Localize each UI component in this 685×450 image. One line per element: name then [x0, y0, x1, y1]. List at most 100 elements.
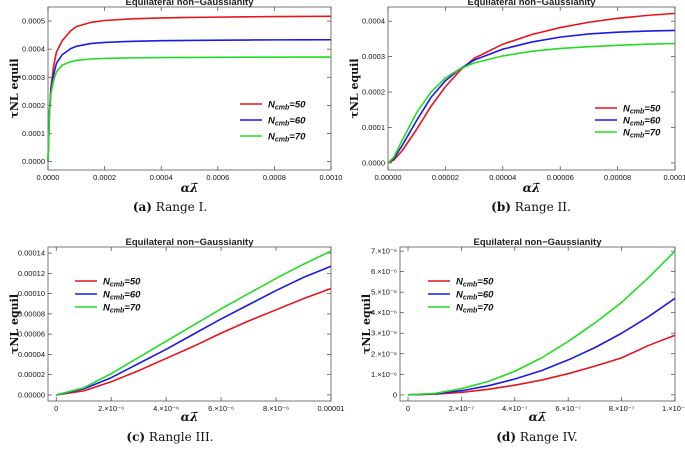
legend-label: Ncmb=70	[623, 128, 661, 140]
y-tick-label: 0.0005	[22, 17, 45, 26]
legend-label-value: =50	[477, 277, 494, 288]
panel-caption: (a) Range I.	[133, 200, 207, 214]
legend-label-value: =60	[289, 116, 306, 127]
x-tick-label: 0.00000	[374, 173, 401, 182]
legend-label-value: =70	[124, 303, 141, 314]
x-tick-label: 0.0004	[150, 173, 173, 182]
legend-label-subscript: cmb	[110, 282, 125, 289]
legend-label-value: =60	[477, 290, 494, 301]
x-tick-label: 6.×10⁻⁶	[208, 404, 234, 413]
series-line-n70	[387, 42, 676, 164]
chart-title: Equilateral non−Gaussianity	[125, 237, 254, 248]
x-axis-label: αλ̄	[181, 410, 199, 424]
legend-label-subscript: cmb	[463, 295, 478, 302]
x-tick-label: 0.00004	[489, 173, 516, 182]
y-tick-label: 2.×10⁻⁶	[371, 349, 397, 358]
legend-label-symbol: N	[268, 116, 276, 127]
legend-label-subscript: cmb	[463, 308, 478, 315]
legend-label: Ncmb=50	[456, 277, 494, 289]
x-tick-label: 0.0010	[320, 173, 343, 182]
y-tick-label: 0.0001	[362, 123, 385, 132]
legend-label-subscript: cmb	[110, 308, 125, 315]
y-tick-label: 7.×10⁻⁶	[371, 247, 397, 256]
legend-label-value: =50	[644, 104, 661, 115]
x-tick-label: 0.00002	[432, 173, 459, 182]
legend-label-value: =50	[289, 100, 306, 111]
legend-label-symbol: N	[268, 100, 276, 111]
x-tick-label: 0	[54, 404, 58, 413]
x-tick-label: 6.×10⁻⁷	[555, 404, 581, 413]
series-line-n70	[56, 250, 332, 396]
series-line-n70	[407, 250, 676, 396]
legend-label: Ncmb=70	[456, 303, 494, 315]
chart-title: Equilateral non−Gaussianity	[473, 237, 602, 248]
legend-label-value: =60	[124, 290, 141, 301]
legend-label-subscript: cmb	[110, 295, 125, 302]
caption-letter: (a)	[133, 200, 152, 214]
series-line-n50	[407, 334, 676, 396]
x-tick-label: 0.00001	[317, 404, 344, 413]
series-line-n70	[47, 56, 332, 162]
x-tick-label: 8.×10⁻⁶	[263, 404, 289, 413]
legend-label-subscript: cmb	[630, 133, 645, 140]
y-tick-label: 0.00000	[18, 390, 45, 399]
legend-label-value: =70	[644, 128, 661, 139]
chart-title: Equilateral non−Gaussianity	[467, 0, 596, 8]
legend-label: Ncmb=50	[103, 277, 141, 289]
y-tick-label: 0.00010	[18, 289, 45, 298]
legend-label: Ncmb=70	[268, 132, 306, 144]
caption-text: Range IV.	[516, 430, 578, 444]
plot-frame	[387, 6, 676, 171]
legend-label-subscript: cmb	[275, 137, 290, 144]
caption-text: Range II.	[511, 200, 571, 214]
legend-label: Ncmb=60	[268, 116, 306, 128]
legend-label: Ncmb=70	[103, 303, 141, 315]
legend-label-value: =50	[124, 277, 141, 288]
legend-label-subscript: cmb	[275, 105, 290, 112]
legend-label-symbol: N	[623, 116, 631, 127]
plot-frame	[399, 246, 676, 402]
y-tick-label: 0	[393, 390, 397, 399]
legend-label: Ncmb=50	[623, 104, 661, 116]
x-tick-label: 0.0008	[263, 173, 286, 182]
x-tick-label: 0.0001	[664, 173, 685, 182]
y-tick-label: 1.×10⁻⁶	[371, 370, 397, 379]
y-tick-label: 4.×10⁻⁶	[371, 308, 397, 317]
chart-panel-d: Equilateral non−Gaussianity 0 2.×10⁻⁷ 4.×10…	[360, 237, 685, 444]
series-line-n60	[56, 265, 332, 396]
x-tick-label: 4.×10⁻⁶	[153, 404, 179, 413]
legend-label-symbol: N	[103, 290, 111, 301]
legend-label-subscript: cmb	[630, 121, 645, 128]
legend-label-subscript: cmb	[463, 282, 478, 289]
y-tick-label: 6.×10⁻⁶	[371, 267, 397, 276]
legend-label-symbol: N	[268, 132, 276, 143]
legend-label-value: =60	[644, 116, 661, 127]
panel-caption: (c) Rangle III.	[126, 430, 213, 444]
series-line-n50	[387, 12, 676, 164]
y-tick-label: 0.00006	[18, 330, 45, 339]
y-tick-label: 0.0000	[362, 158, 385, 167]
x-tick-label: 2.×10⁻⁷	[449, 404, 475, 413]
legend-label-value: =70	[477, 303, 494, 314]
chart-panel-a: Equilateral non−Gaussianity 0.0000 0.0002 0…	[8, 0, 342, 214]
legend-label-symbol: N	[456, 290, 464, 301]
series-line-n60	[407, 297, 676, 396]
y-tick-label: 0.0003	[22, 73, 45, 82]
x-axis-label: αλ̄	[523, 181, 541, 195]
caption-letter: (c)	[126, 430, 145, 444]
y-tick-label: 0.0001	[22, 129, 45, 138]
y-tick-label: 0.00002	[18, 370, 45, 379]
caption-letter: (d)	[496, 430, 516, 444]
y-tick-label: 0.0002	[362, 88, 385, 97]
y-axis-label: τNL equil	[8, 58, 21, 118]
legend-label: Ncmb=60	[103, 290, 141, 302]
panel-caption: (d) Range IV.	[496, 430, 577, 444]
plot-frame	[47, 246, 332, 402]
series-line-n50	[47, 15, 332, 162]
legend-label-symbol: N	[623, 104, 631, 115]
legend-label: Ncmb=60	[456, 290, 494, 302]
x-tick-label: 0.00008	[604, 173, 631, 182]
x-axis-label: αλ̄	[181, 181, 199, 195]
caption-letter: (b)	[491, 200, 511, 214]
